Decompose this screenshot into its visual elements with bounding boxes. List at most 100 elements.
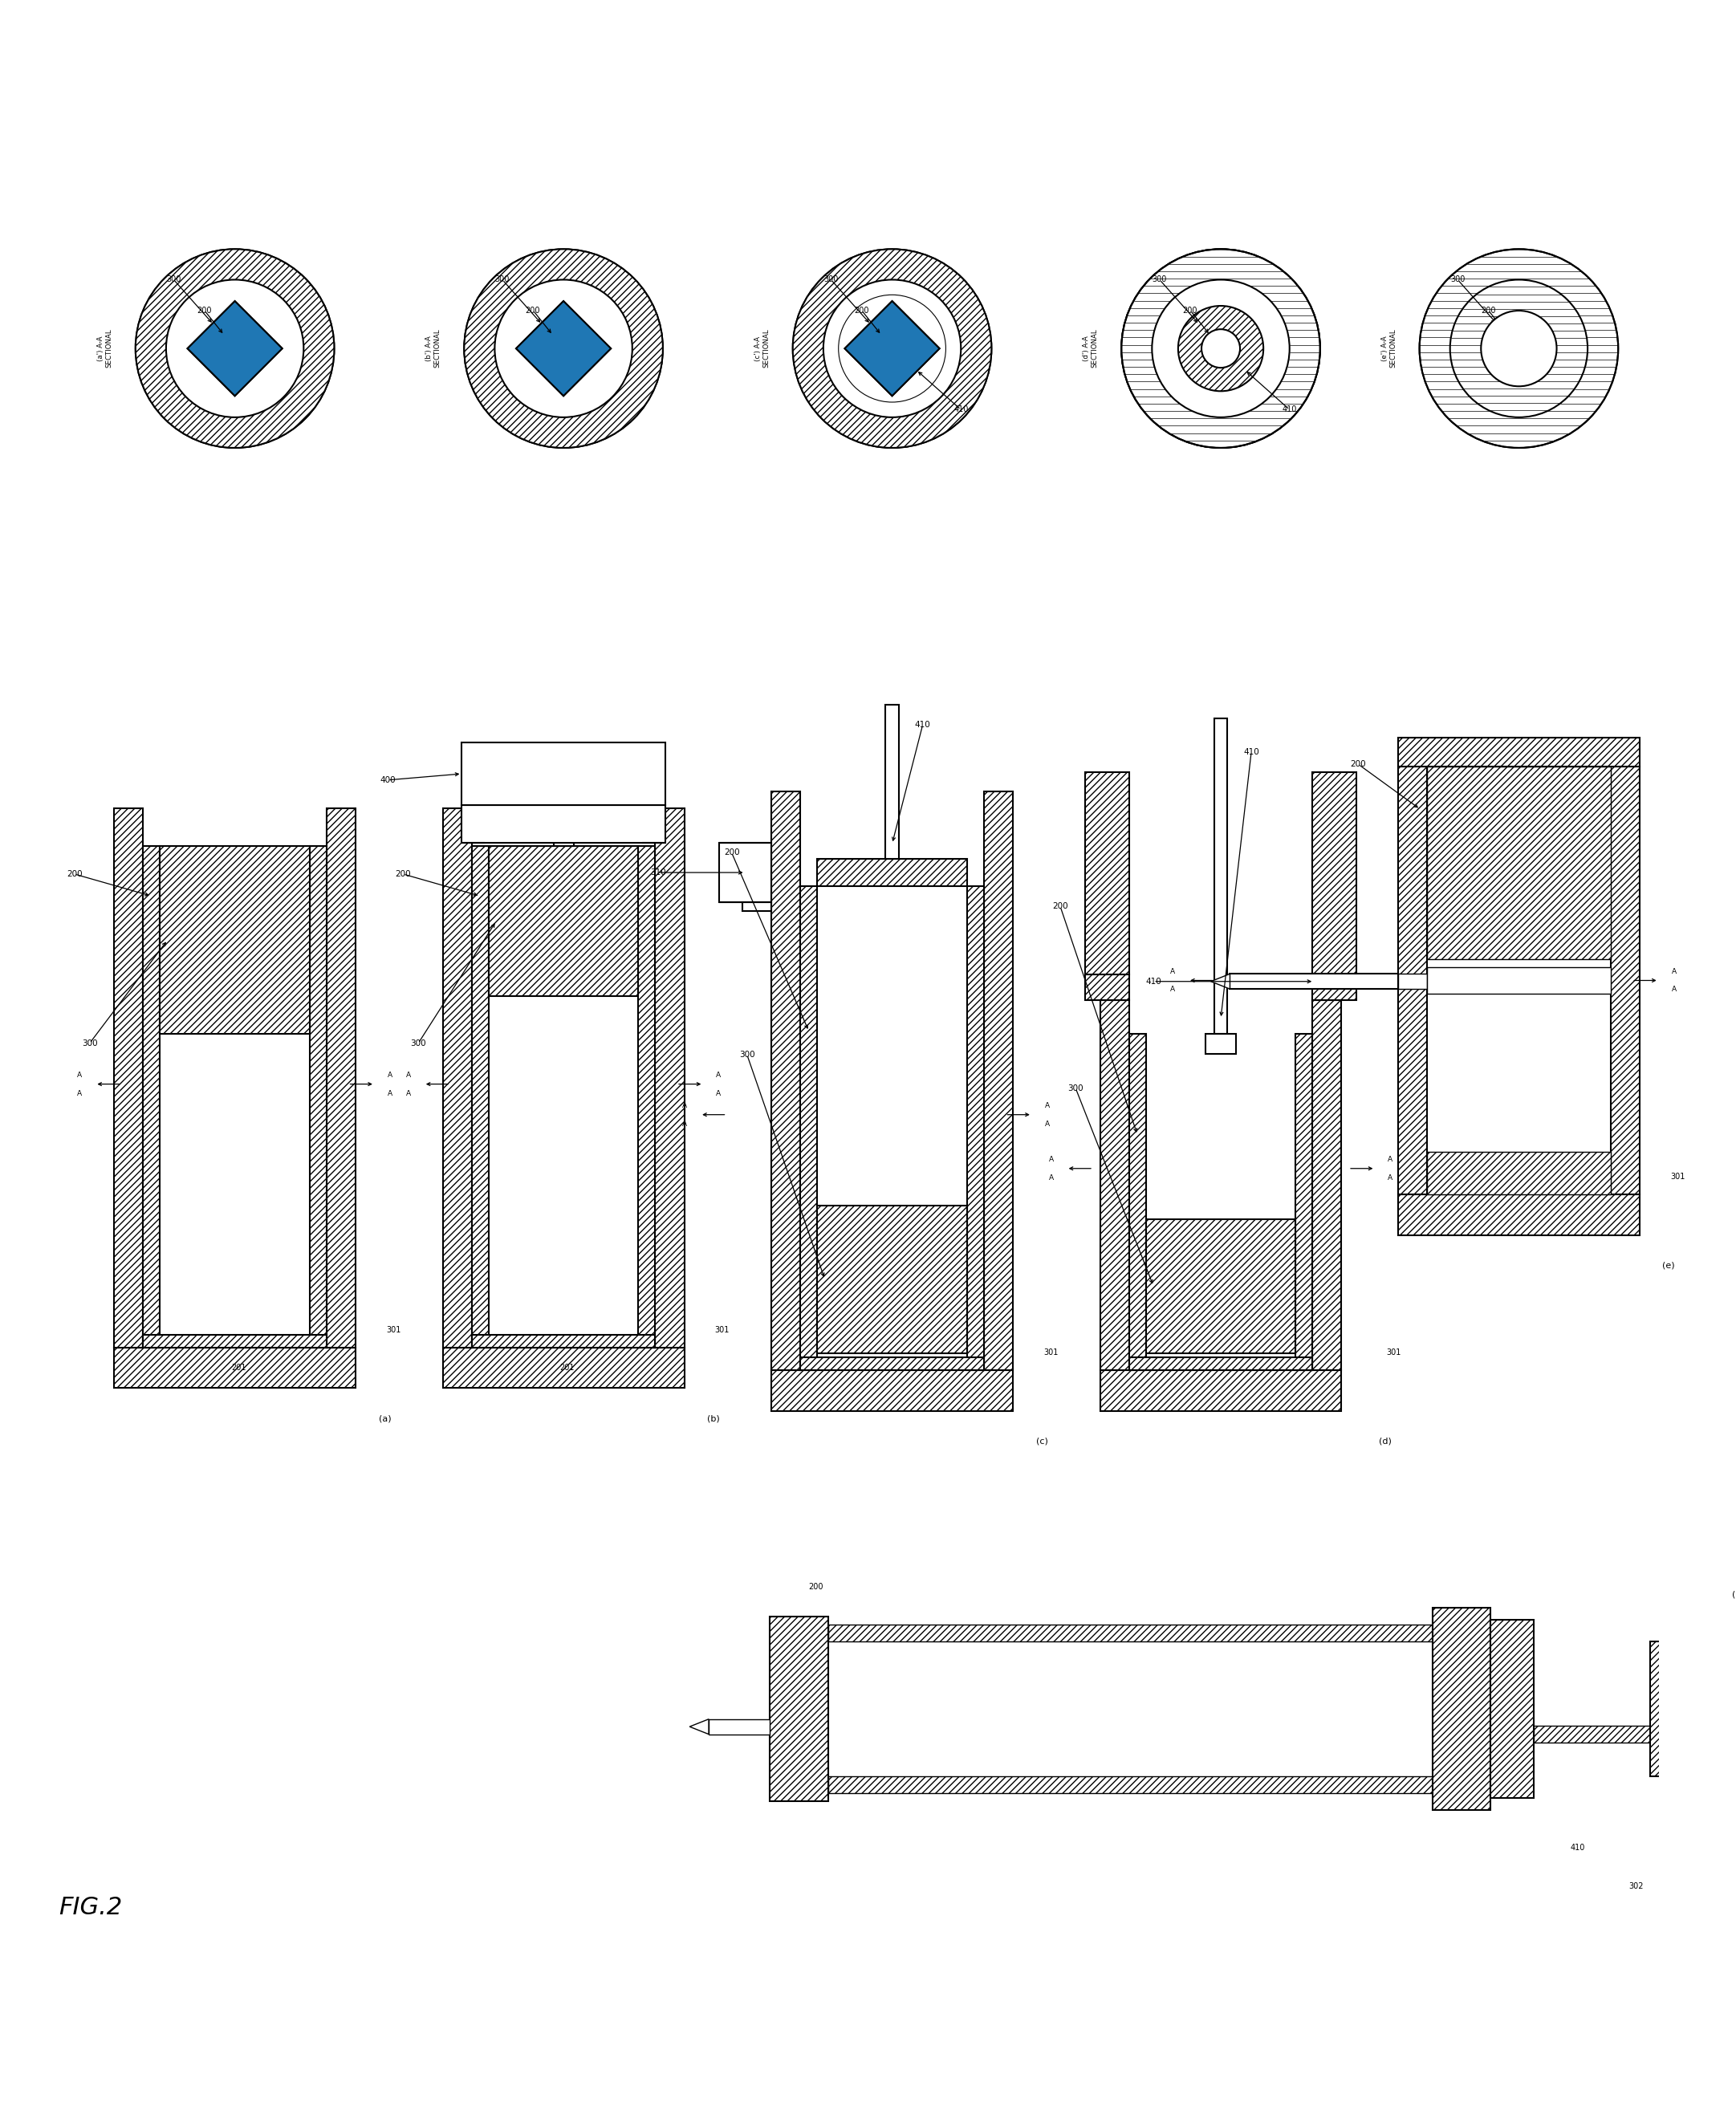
- Bar: [818, 1205, 967, 1353]
- Text: A: A: [717, 1070, 720, 1079]
- Circle shape: [1179, 306, 1264, 391]
- Text: A: A: [406, 1070, 411, 1079]
- Circle shape: [793, 249, 991, 448]
- Polygon shape: [689, 1718, 708, 1735]
- Bar: [443, 809, 472, 1347]
- Polygon shape: [845, 302, 939, 397]
- Bar: [818, 859, 967, 887]
- Bar: [885, 705, 899, 859]
- Text: A: A: [1672, 986, 1677, 994]
- Bar: [1312, 1001, 1342, 1370]
- Text: 200: 200: [396, 870, 411, 878]
- Bar: [1651, 1642, 1708, 1775]
- Bar: [1101, 1001, 1128, 1370]
- Text: 310: 310: [649, 868, 667, 876]
- Text: (e): (e): [1663, 1262, 1675, 1269]
- Text: 200: 200: [1351, 760, 1366, 768]
- Text: A: A: [1045, 1102, 1050, 1108]
- Text: 400: 400: [380, 777, 396, 783]
- Circle shape: [135, 249, 335, 448]
- Text: 200: 200: [807, 1583, 823, 1592]
- Bar: [828, 1625, 1432, 1642]
- Text: 301: 301: [1387, 1349, 1401, 1357]
- Circle shape: [1420, 249, 1618, 448]
- Text: (a): (a): [378, 1414, 391, 1423]
- Polygon shape: [1210, 973, 1229, 988]
- Bar: [800, 887, 818, 1370]
- Bar: [142, 1334, 326, 1347]
- Text: 302: 302: [1628, 1883, 1644, 1889]
- Circle shape: [1121, 249, 1319, 448]
- Bar: [554, 783, 573, 847]
- Circle shape: [464, 249, 663, 448]
- Text: A: A: [76, 1089, 82, 1098]
- Bar: [472, 847, 488, 1347]
- Text: 200: 200: [1052, 901, 1068, 910]
- Bar: [115, 809, 142, 1347]
- Bar: [967, 887, 984, 1370]
- Text: A: A: [1672, 967, 1677, 975]
- Text: 410: 410: [915, 720, 930, 728]
- Polygon shape: [516, 302, 611, 397]
- Text: 201: 201: [561, 1364, 575, 1372]
- Bar: [1491, 1619, 1535, 1799]
- Text: A: A: [1049, 1174, 1054, 1182]
- Text: A: A: [387, 1070, 392, 1079]
- Text: (c') A-A
SECTIONAL: (c') A-A SECTIONAL: [753, 329, 769, 367]
- Bar: [462, 804, 665, 842]
- Bar: [1427, 766, 1611, 958]
- Text: (d') A-A
SECTIONAL: (d') A-A SECTIONAL: [1083, 329, 1099, 367]
- Bar: [800, 1357, 984, 1370]
- Text: 200: 200: [526, 306, 540, 315]
- Circle shape: [1121, 249, 1319, 448]
- Bar: [769, 1617, 828, 1801]
- Text: 300: 300: [1068, 1085, 1083, 1091]
- Text: A: A: [1045, 1121, 1050, 1127]
- Bar: [1312, 973, 1356, 1001]
- Bar: [326, 809, 356, 1347]
- Bar: [462, 743, 665, 804]
- Bar: [1312, 773, 1356, 973]
- Text: A: A: [387, 1089, 392, 1098]
- Text: 300: 300: [495, 277, 510, 283]
- Text: (e') A-A
SECTIONAL: (e') A-A SECTIONAL: [1380, 329, 1396, 367]
- Bar: [1213, 718, 1227, 1034]
- Text: 300: 300: [823, 277, 838, 283]
- Bar: [1229, 973, 1397, 988]
- Bar: [1427, 967, 1611, 994]
- Bar: [443, 1347, 684, 1389]
- Text: 300: 300: [167, 277, 181, 283]
- Text: (b') A-A
SECTIONAL: (b') A-A SECTIONAL: [425, 329, 441, 367]
- Bar: [743, 901, 771, 912]
- Text: 200: 200: [854, 306, 870, 315]
- Bar: [1535, 1727, 1651, 1744]
- Text: 300: 300: [1153, 277, 1167, 283]
- Bar: [1432, 1609, 1491, 1809]
- Circle shape: [1201, 329, 1240, 367]
- Circle shape: [1481, 310, 1557, 386]
- Text: 410: 410: [1146, 977, 1161, 986]
- Circle shape: [135, 249, 335, 448]
- Bar: [1128, 1357, 1312, 1370]
- Text: 300: 300: [82, 1039, 97, 1047]
- Bar: [639, 847, 654, 1347]
- Text: (e"): (e"): [1733, 1590, 1736, 1598]
- Text: (a') A-A
SECTIONAL: (a') A-A SECTIONAL: [97, 329, 113, 367]
- Bar: [1128, 1034, 1146, 1370]
- Bar: [708, 1718, 769, 1735]
- Bar: [1085, 973, 1128, 1001]
- Text: (b): (b): [707, 1414, 720, 1423]
- Text: A: A: [1170, 967, 1175, 975]
- Bar: [1085, 773, 1128, 973]
- Text: 300: 300: [410, 1039, 425, 1047]
- Bar: [1146, 1218, 1295, 1353]
- Text: 200: 200: [1481, 306, 1496, 315]
- Text: 200: 200: [196, 306, 212, 315]
- Bar: [771, 1370, 1012, 1410]
- Text: A: A: [1389, 1155, 1392, 1163]
- Bar: [771, 792, 800, 1370]
- Bar: [1611, 766, 1639, 1195]
- Bar: [1397, 973, 1427, 988]
- Circle shape: [167, 279, 304, 418]
- Text: 200: 200: [724, 849, 740, 857]
